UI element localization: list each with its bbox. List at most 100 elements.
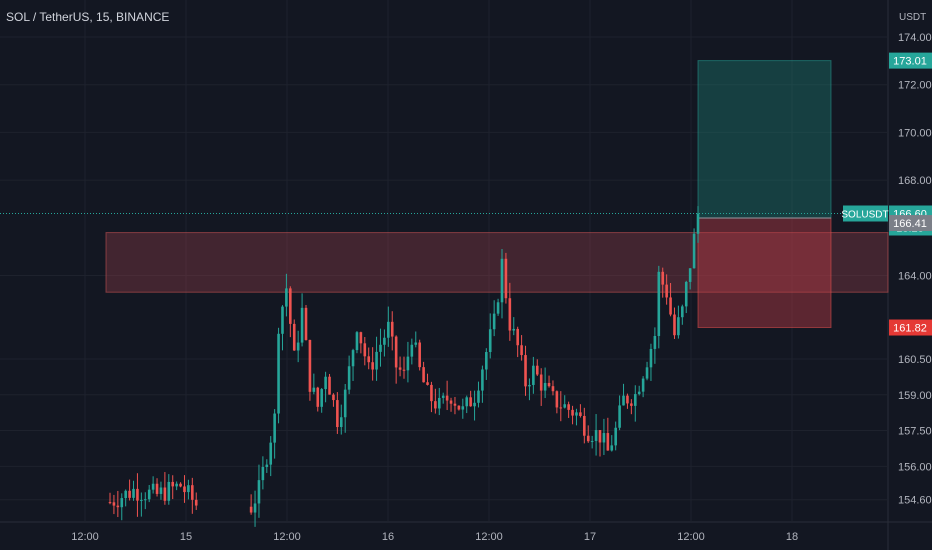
candle-up bbox=[594, 430, 598, 441]
candle-up bbox=[528, 384, 531, 387]
candle-down bbox=[179, 483, 182, 487]
candle-up bbox=[677, 317, 680, 336]
resistance-zone bbox=[105, 232, 889, 293]
entry-price-badge: 166.41 bbox=[893, 218, 927, 230]
candle-up bbox=[618, 405, 621, 428]
candle-down bbox=[665, 284, 668, 298]
candle-down bbox=[453, 403, 457, 406]
candle-up bbox=[281, 306, 284, 334]
candle-up bbox=[147, 489, 151, 500]
symbol-badge: SOLUSDT bbox=[841, 210, 888, 221]
candle-up bbox=[461, 406, 465, 410]
candle-up bbox=[481, 369, 484, 391]
candle-down bbox=[336, 400, 339, 428]
candle-up bbox=[696, 213, 700, 234]
candle-down bbox=[390, 321, 394, 337]
symbol-badge-bg bbox=[843, 205, 888, 222]
entry-price-badge-bg bbox=[889, 215, 932, 232]
time-tick-label: 12:00 bbox=[273, 531, 301, 543]
currency-label[interactable]: USDT bbox=[899, 12, 926, 23]
candle-up bbox=[532, 365, 535, 385]
candle-down bbox=[661, 271, 665, 285]
candle-up bbox=[269, 442, 273, 465]
price-tick-label: 164.00 bbox=[898, 271, 932, 283]
candle-up bbox=[320, 389, 323, 407]
candle-down bbox=[191, 485, 194, 500]
candle-up bbox=[414, 342, 418, 345]
candle-down bbox=[163, 487, 167, 501]
profit-target-zone[interactable] bbox=[697, 60, 832, 219]
candle-up bbox=[641, 378, 645, 392]
candle-down bbox=[116, 505, 120, 508]
candle-down bbox=[598, 430, 602, 443]
price-tick-label: 174.00 bbox=[898, 32, 932, 44]
candle-down bbox=[673, 314, 676, 336]
time-axis[interactable]: 12:00 15 12:00 16 12:00 17 12:00 18 bbox=[71, 531, 798, 543]
candle-up bbox=[167, 481, 171, 501]
candle-down bbox=[183, 486, 186, 493]
candle-down bbox=[316, 387, 320, 407]
candle-down bbox=[289, 288, 292, 324]
candle-up bbox=[485, 352, 488, 370]
candle-up bbox=[441, 395, 445, 398]
stop-price-badge: 161.82 bbox=[893, 323, 927, 335]
price-tick-label: 160.50 bbox=[898, 354, 932, 366]
candle-down bbox=[308, 339, 312, 392]
candle-down bbox=[630, 403, 633, 406]
candle-down bbox=[332, 394, 335, 401]
stop-price-badge-bg bbox=[889, 319, 932, 336]
candle-up bbox=[375, 351, 378, 370]
candle-down bbox=[508, 298, 512, 331]
candle-up bbox=[324, 376, 327, 390]
candle-up bbox=[261, 466, 265, 481]
candle-up bbox=[300, 307, 304, 343]
candle-up bbox=[175, 483, 178, 487]
candle-up bbox=[143, 499, 147, 501]
candle-down bbox=[304, 307, 308, 340]
candle-down bbox=[402, 369, 406, 371]
target-price-badge: 173.01 bbox=[893, 56, 927, 68]
candle-up bbox=[285, 288, 288, 307]
price-tick-label: 157.50 bbox=[898, 426, 932, 438]
candle-up bbox=[277, 333, 280, 414]
candle-down bbox=[524, 355, 527, 387]
candle-down bbox=[567, 404, 570, 410]
candle-down bbox=[504, 258, 508, 299]
candle-down bbox=[371, 362, 374, 370]
candle-up bbox=[265, 464, 269, 467]
price-tick-label: 170.00 bbox=[898, 127, 932, 139]
candle-down bbox=[363, 343, 367, 357]
candle-up bbox=[563, 404, 567, 408]
candlestick-series[interactable] bbox=[108, 206, 700, 527]
price-axis[interactable]: 174.00 172.00 170.00 168.00 164.00 160.50 159.… bbox=[898, 12, 932, 507]
candle-up bbox=[253, 503, 257, 513]
candle-down bbox=[449, 400, 453, 404]
candle-down bbox=[445, 395, 449, 401]
candle-down bbox=[434, 401, 437, 409]
candle-up bbox=[649, 348, 653, 368]
candle-up bbox=[132, 488, 135, 498]
candle-up bbox=[159, 487, 163, 494]
candle-down bbox=[108, 502, 112, 504]
candle-down bbox=[398, 367, 402, 370]
candle-up bbox=[124, 490, 127, 499]
candle-down bbox=[579, 412, 582, 416]
chart-title: SOL / TetherUS, 15, BINANCE bbox=[6, 10, 170, 24]
target-price-badge-bg bbox=[889, 52, 932, 69]
candle-down bbox=[155, 483, 159, 494]
candle-down bbox=[112, 502, 116, 506]
candle-up bbox=[473, 402, 476, 407]
candle-down bbox=[469, 397, 472, 407]
candle-up bbox=[602, 433, 606, 443]
candle-down bbox=[626, 395, 629, 404]
candle-up bbox=[653, 336, 657, 349]
candle-up bbox=[496, 302, 500, 314]
candle-up bbox=[684, 281, 688, 307]
stop-loss-zone[interactable] bbox=[697, 217, 832, 329]
time-tick-label: 18 bbox=[786, 531, 798, 543]
candle-up bbox=[633, 394, 637, 406]
